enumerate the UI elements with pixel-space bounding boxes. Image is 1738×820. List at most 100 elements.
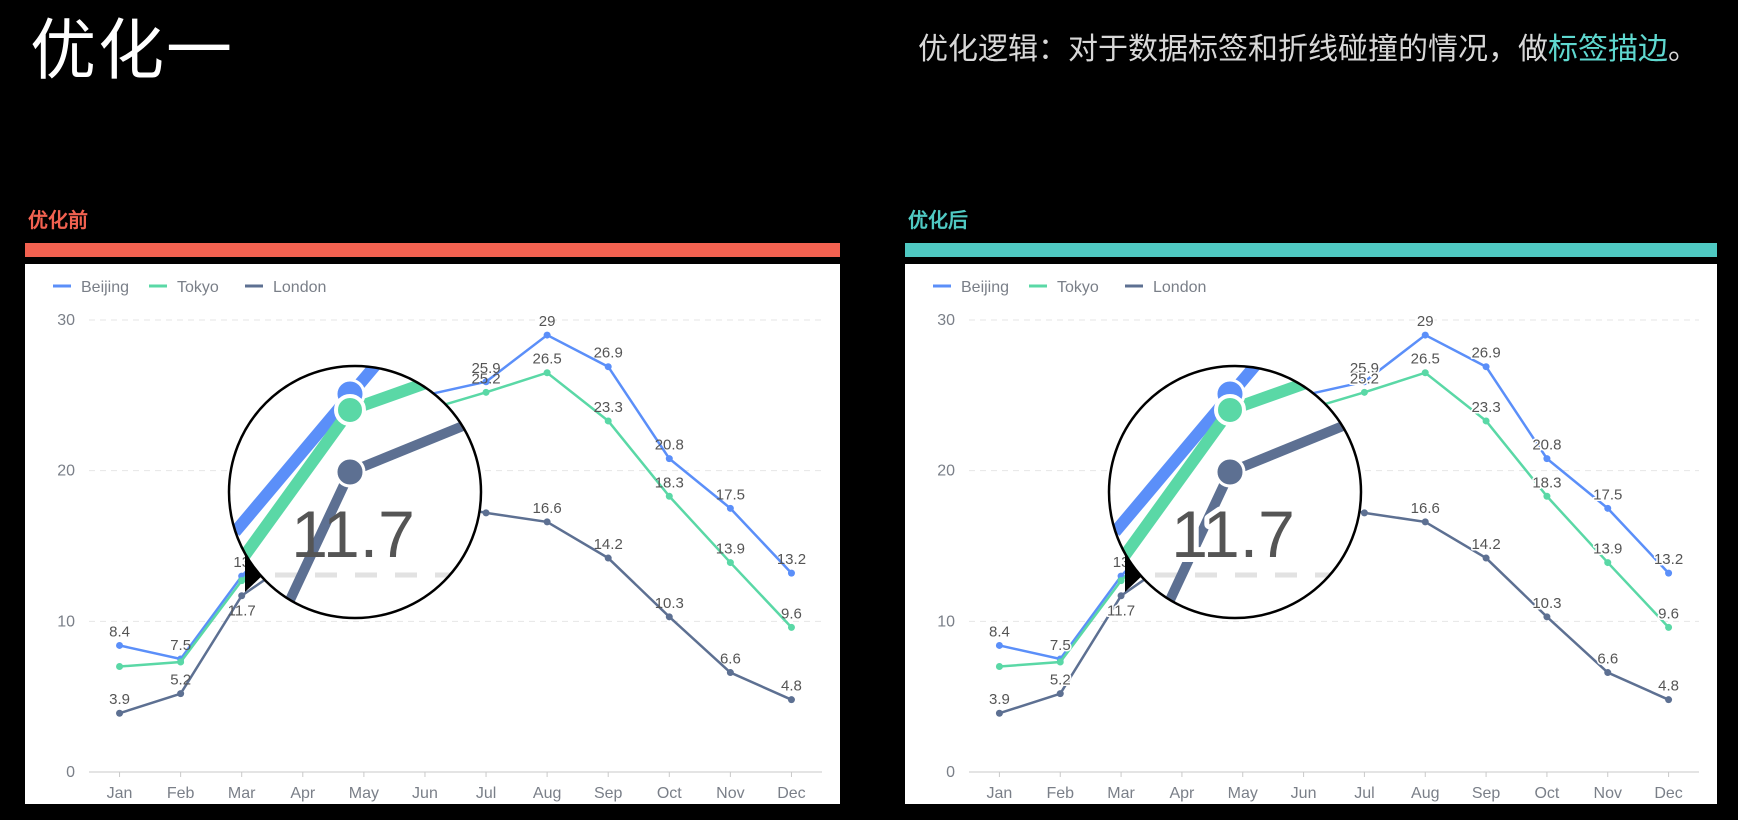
data-point bbox=[1056, 658, 1064, 666]
data-point bbox=[177, 658, 185, 666]
data-point bbox=[665, 455, 673, 463]
magnifier-beijing-line bbox=[1110, 366, 1280, 536]
data-label: 7.5 bbox=[1050, 637, 1071, 654]
y-tick-label: 30 bbox=[937, 312, 955, 329]
data-label: 11.7 bbox=[1107, 603, 1135, 620]
data-label: 6.6 bbox=[720, 651, 741, 668]
data-point bbox=[116, 663, 124, 671]
data-label: 6.6 bbox=[1597, 651, 1618, 668]
x-tick-label: Apr bbox=[290, 785, 316, 802]
data-point bbox=[116, 641, 124, 649]
legend-label: Tokyo bbox=[1057, 279, 1099, 296]
data-point bbox=[1665, 623, 1673, 631]
data-point bbox=[1117, 592, 1125, 600]
data-label: 13.9 bbox=[1593, 541, 1622, 558]
x-tick-label: Jul bbox=[476, 785, 496, 802]
data-label: 11.7 bbox=[228, 603, 256, 620]
data-label: 29 bbox=[539, 313, 556, 330]
x-tick-label: Nov bbox=[1594, 785, 1622, 802]
data-label: 13.2 bbox=[777, 551, 806, 568]
data-point bbox=[116, 709, 124, 717]
data-point bbox=[1665, 569, 1673, 577]
page-subtitle: 优化逻辑：对于数据标签和折线碰撞的情况，做标签描边。 bbox=[918, 28, 1698, 72]
data-label: 17.5 bbox=[716, 486, 745, 503]
x-tick-label: Mar bbox=[228, 785, 256, 802]
data-label: 29 bbox=[1417, 313, 1434, 330]
chart-before-svg: Beijing Tokyo London 0 10 20 30 Jan Feb Mar Apr May… bbox=[53, 279, 822, 802]
data-point bbox=[238, 592, 246, 600]
x-tick-label: Dec bbox=[1654, 785, 1682, 802]
data-label: 8.4 bbox=[109, 623, 130, 640]
data-point bbox=[543, 369, 551, 377]
legend-label: Beijing bbox=[81, 279, 129, 296]
data-point bbox=[1482, 554, 1490, 562]
x-tick-label: Jun bbox=[1291, 785, 1317, 802]
legend-label: London bbox=[1153, 279, 1206, 296]
data-point bbox=[995, 663, 1003, 671]
y-tick-label: 0 bbox=[946, 764, 955, 781]
data-label: 26.9 bbox=[1471, 345, 1500, 362]
x-tick-label: Oct bbox=[657, 785, 682, 802]
data-point bbox=[665, 613, 673, 621]
data-label: 25.2 bbox=[1350, 370, 1379, 387]
data-point bbox=[604, 554, 612, 562]
magnifier-label: 11.7 bbox=[291, 497, 415, 571]
data-point bbox=[787, 569, 795, 577]
data-point bbox=[665, 492, 673, 500]
data-point bbox=[177, 690, 185, 698]
data-label: 4.8 bbox=[781, 678, 802, 695]
chart-after: Beijing Tokyo London 0 10 20 30 Jan Feb Mar Apr May… bbox=[905, 264, 1717, 804]
data-label: 13.9 bbox=[716, 541, 745, 558]
x-tick-label: Oct bbox=[1534, 785, 1559, 802]
x-tick-label: Aug bbox=[533, 785, 561, 802]
data-label: 17.5 bbox=[1593, 486, 1622, 503]
data-point bbox=[604, 417, 612, 425]
x-tick-label: Sep bbox=[1472, 785, 1501, 802]
x-tick-label: Jan bbox=[107, 785, 133, 802]
panel-before-bar bbox=[25, 243, 840, 257]
data-point bbox=[726, 559, 734, 567]
chart-before: Beijing Tokyo London 0 10 20 30 Jan Feb Mar Apr May… bbox=[25, 264, 840, 804]
x-tick-label: Feb bbox=[1046, 785, 1074, 802]
data-point bbox=[995, 641, 1003, 649]
y-tick-label: 10 bbox=[937, 613, 955, 630]
data-label: 5.2 bbox=[170, 672, 191, 689]
data-point bbox=[1117, 577, 1125, 585]
magnifier-ring bbox=[1107, 364, 1363, 620]
y-tick-label: 10 bbox=[57, 613, 75, 630]
data-label: 23.3 bbox=[1471, 399, 1500, 416]
data-label: 20.8 bbox=[1532, 437, 1561, 454]
data-point bbox=[604, 363, 612, 371]
data-point bbox=[1665, 696, 1673, 704]
data-point bbox=[1543, 613, 1551, 621]
panel-after-bar bbox=[905, 243, 1717, 257]
chart-after-svg: Beijing Tokyo London 0 10 20 30 Jan Feb Mar Apr May… bbox=[933, 279, 1699, 802]
data-label: 23.3 bbox=[594, 399, 623, 416]
data-point bbox=[1543, 492, 1551, 500]
data-label: 26.9 bbox=[594, 345, 623, 362]
data-point bbox=[482, 378, 490, 386]
magnifier-tokyo-point bbox=[334, 394, 366, 426]
data-point bbox=[1360, 509, 1368, 517]
magnifier-ring bbox=[227, 364, 483, 620]
y-tick-label: 30 bbox=[57, 312, 75, 329]
data-point bbox=[787, 623, 795, 631]
x-tick-label: Dec bbox=[777, 785, 805, 802]
data-label: 25.9 bbox=[471, 360, 500, 377]
y-tick-label: 20 bbox=[937, 463, 955, 480]
data-point bbox=[995, 709, 1003, 717]
magnifier-tokyo-line bbox=[1115, 406, 1235, 566]
x-tick-label: Jun bbox=[412, 785, 438, 802]
data-label: 26.5 bbox=[1411, 351, 1440, 368]
data-point bbox=[482, 388, 490, 396]
legend-label: London bbox=[273, 279, 326, 296]
x-tick-label: Sep bbox=[594, 785, 623, 802]
data-point bbox=[726, 504, 734, 512]
data-point bbox=[787, 696, 795, 704]
data-label: 20.8 bbox=[655, 437, 684, 454]
x-tick-label: May bbox=[1228, 785, 1258, 802]
data-point bbox=[1360, 388, 1368, 396]
legend-label: Tokyo bbox=[177, 279, 219, 296]
magnifier-label: 11.7 bbox=[1171, 497, 1295, 571]
data-point bbox=[543, 518, 551, 526]
